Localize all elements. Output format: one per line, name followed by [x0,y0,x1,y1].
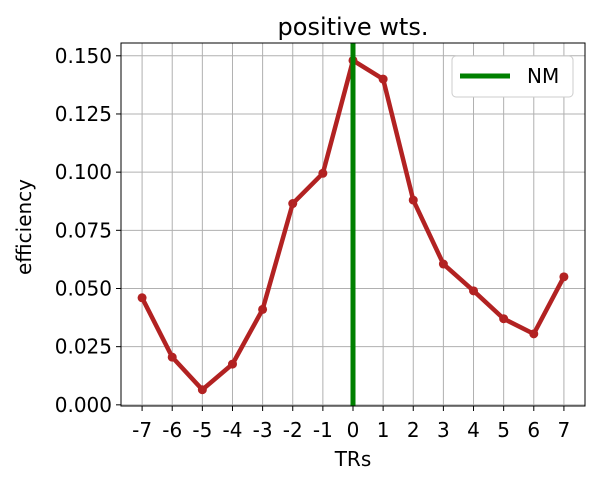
data-point [137,293,147,303]
x-tick-label: 6 [527,418,540,442]
data-point [227,359,237,369]
data-point [469,286,479,296]
data-point [559,272,569,282]
x-tick-label: 3 [437,418,450,442]
data-point [499,314,509,324]
x-tick-label: -2 [283,418,303,442]
y-axis-label: efficiency [12,179,36,275]
x-tick-label: -1 [313,418,333,442]
data-point [378,74,388,84]
legend-box [451,55,574,98]
x-tick-label: -7 [132,418,152,442]
y-tick-label: 0.000 [55,393,112,417]
data-point [529,329,539,339]
x-tick-label: 7 [558,418,571,442]
x-tick-label: -5 [192,418,212,442]
x-tick-label: -4 [223,418,243,442]
x-tick-label: -3 [253,418,273,442]
x-axis-label: TRs [334,447,372,471]
y-tick-label: 0.050 [55,276,112,300]
x-tick-label: 5 [497,418,510,442]
data-point [438,259,448,269]
data-point [258,304,268,314]
x-tick-label: 0 [347,418,360,442]
data-point [318,168,328,178]
chart-title: positive wts. [278,13,429,41]
data-point [167,352,177,362]
y-tick-label: 0.075 [55,218,112,242]
y-ticks: 0.000 0.025 0.050 0.075 0.100 0.125 0.150 [55,44,121,417]
y-tick-label: 0.025 [55,335,112,359]
legend-label-nm: NM [527,64,559,88]
data-point [288,199,298,209]
y-tick-label: 0.150 [55,44,112,68]
x-tick-label: 4 [467,418,480,442]
data-point [408,195,418,205]
x-tick-label: 2 [407,418,420,442]
y-tick-label: 0.125 [55,102,112,126]
x-tick-label: -6 [162,418,182,442]
x-ticks: -7 -6 -5 -4 -3 -2 -1 0 1 2 3 4 5 6 7 [132,406,570,442]
x-tick-label: 1 [377,418,390,442]
y-tick-label: 0.100 [55,160,112,184]
legend: NM [451,55,574,98]
data-point [197,385,207,395]
